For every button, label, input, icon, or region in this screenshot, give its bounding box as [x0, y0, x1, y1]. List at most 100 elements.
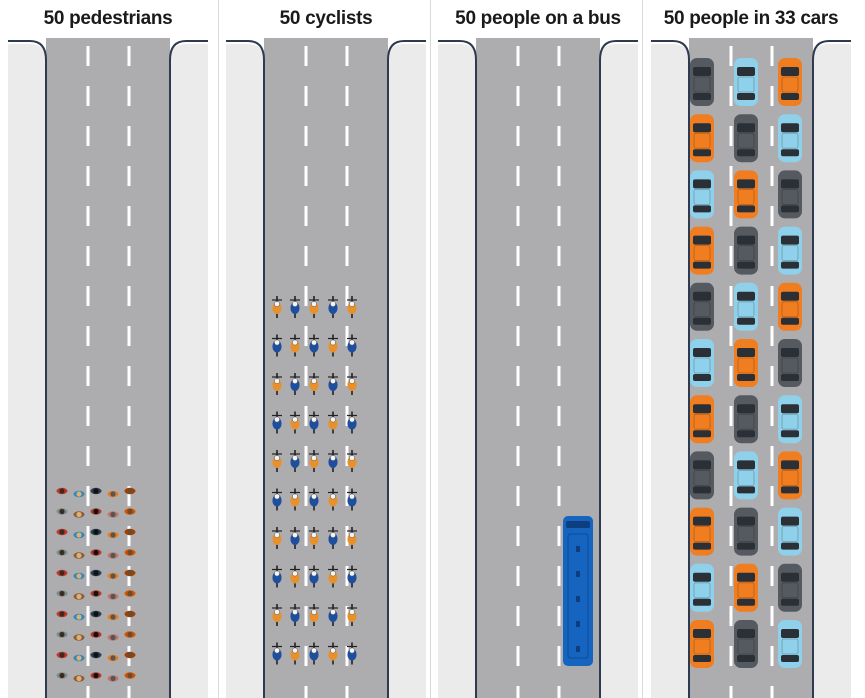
car-roof: [781, 582, 799, 599]
car-rear-window: [781, 655, 799, 662]
sidewalk-left: [226, 44, 264, 698]
car-roof: [737, 526, 755, 543]
pedestrian-head: [110, 573, 116, 579]
pedestrian-head: [110, 675, 116, 682]
car-roof: [781, 357, 799, 374]
bus-roof: [567, 533, 589, 659]
cyclist: [290, 604, 300, 626]
pedestrian: [73, 654, 85, 662]
cyclist: [328, 604, 338, 626]
car-windshield: [693, 179, 711, 189]
pedestrian-head: [127, 488, 133, 494]
road-surface: [264, 38, 388, 698]
car-roof: [693, 132, 711, 149]
car-rear-window: [781, 317, 799, 325]
lane-marking: [127, 686, 131, 698]
curb-left: [226, 40, 265, 698]
car-rear-window: [781, 598, 799, 606]
cyclist: [328, 527, 338, 549]
pedestrian-head: [59, 590, 65, 597]
lane-marking: [516, 406, 520, 426]
pedestrian: [90, 569, 102, 577]
car-windshield: [781, 123, 799, 133]
car: [778, 563, 802, 612]
bus-roof-vent: [576, 646, 580, 652]
car-windshield: [693, 67, 711, 76]
cyclist-helmet: [330, 647, 336, 654]
cyclist-helmet: [330, 570, 336, 577]
lane-marking: [304, 646, 308, 666]
cyclist: [309, 488, 319, 511]
car: [734, 507, 758, 556]
car-roof: [737, 132, 755, 149]
panel-title-cyclists: 50 cyclists: [279, 8, 373, 29]
cyclist-helmet: [274, 532, 280, 538]
panel-divider: [642, 0, 643, 698]
cyclist: [328, 411, 338, 434]
pedestrian: [107, 675, 119, 682]
lane-marking: [304, 526, 308, 546]
cyclist-helmet: [311, 647, 317, 654]
sidewalk-left: [438, 44, 476, 698]
cyclist: [290, 450, 300, 472]
cyclist-helmet: [349, 493, 355, 500]
pedestrian: [73, 634, 85, 641]
car-roof: [781, 132, 799, 149]
lane-marking: [770, 46, 774, 66]
lane-marking: [304, 166, 308, 186]
car-rear-window: [693, 598, 711, 606]
lane-marking: [729, 46, 733, 66]
curb-right: [812, 40, 851, 698]
car-rear-window: [737, 655, 755, 662]
lane-marking: [304, 86, 308, 106]
cyclist: [272, 642, 282, 665]
lane-marking: [557, 206, 561, 226]
lane-marking: [729, 486, 733, 506]
car: [778, 339, 802, 387]
lane-marking: [86, 446, 90, 466]
car-rear-window: [693, 93, 711, 100]
pedestrian-head: [127, 508, 133, 515]
cyclist: [347, 565, 357, 588]
car-rear-window: [781, 486, 799, 494]
pedestrian: [56, 569, 68, 577]
lane-marking: [729, 566, 733, 586]
car: [734, 451, 758, 500]
car-windshield: [737, 179, 755, 189]
panel-title-cars: 50 people in 33 cars: [663, 8, 839, 29]
cyclist: [328, 373, 338, 395]
cyclist-helmet: [330, 301, 336, 307]
cyclist-helmet: [292, 532, 298, 538]
car-rear-window: [781, 261, 799, 269]
cyclist: [347, 488, 357, 511]
lane-marking: [557, 86, 561, 106]
car: [690, 114, 714, 163]
car-roof: [781, 76, 799, 93]
lane-marking: [304, 686, 308, 698]
pedestrian-head: [110, 511, 116, 518]
pedestrian: [90, 651, 102, 659]
pedestrian-head: [76, 491, 82, 497]
pedestrian-head: [76, 614, 82, 620]
lane-marking: [729, 446, 733, 466]
cyclist-helmet: [311, 532, 317, 538]
pedestrian-head: [76, 655, 82, 661]
lane-marking: [516, 166, 520, 186]
lane-marking: [557, 566, 561, 586]
lane-marking: [345, 686, 349, 698]
cyclist-helmet: [349, 339, 355, 346]
car-roof: [737, 245, 755, 262]
lane-marking: [516, 86, 520, 106]
cyclist: [272, 411, 282, 434]
lane-marking: [770, 606, 774, 626]
cyclist-helmet: [292, 339, 298, 346]
car-roof: [781, 301, 799, 318]
car-windshield: [693, 404, 711, 414]
pedestrian-head: [93, 672, 99, 679]
lane-marking: [345, 46, 349, 66]
cyclist-helmet: [311, 455, 317, 461]
car-roof: [781, 413, 799, 430]
lane-marking: [557, 526, 561, 546]
lane-marking: [770, 446, 774, 466]
lane-marking: [729, 326, 733, 346]
